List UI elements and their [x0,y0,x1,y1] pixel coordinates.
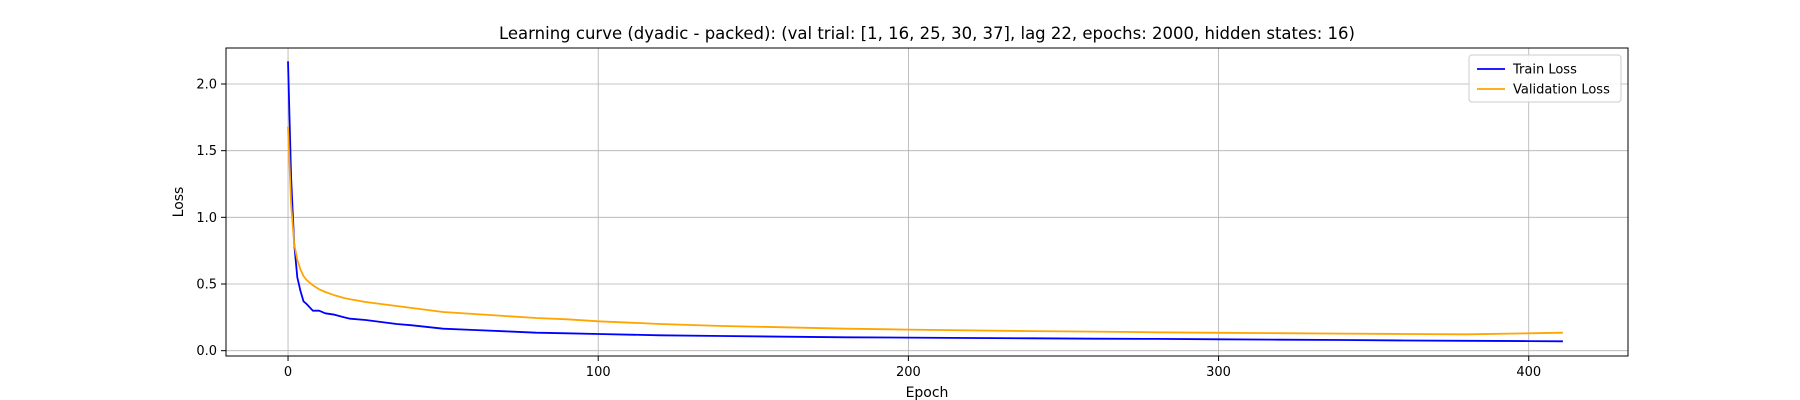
y-tick-label: 1.0 [196,211,217,226]
axis-ticks: 0 100 200 300 400 0.0 0.5 1.0 1.5 2.0 [196,78,1541,381]
y-tick-label: 0.0 [196,344,217,359]
plot-frame [225,47,1629,357]
series-lines [287,61,1563,343]
legend-label-train: Train Loss [1512,63,1577,78]
x-axis-label: Epoch [906,385,949,400]
train-loss-line [287,61,1563,343]
y-axis-label: Loss [171,187,187,218]
y-tick-label: 1.5 [196,144,217,159]
x-tick-label: 300 [1206,365,1231,380]
y-tick-label: 2.0 [196,78,217,93]
legend-box [1468,54,1622,103]
validation-loss-line [287,126,1563,336]
y-tick-label: 0.5 [196,278,217,293]
x-tick-label: 200 [896,365,921,380]
legend-label-validation: Validation Loss [1513,83,1610,98]
legend: Train Loss Validation Loss [1468,54,1622,103]
x-tick-label: 0 [284,365,292,380]
grid-lines [226,48,1628,356]
x-tick-label: 400 [1516,365,1541,380]
chart-title: Learning curve (dyadic - packed): (val t… [499,24,1355,43]
x-tick-label: 100 [586,365,611,380]
